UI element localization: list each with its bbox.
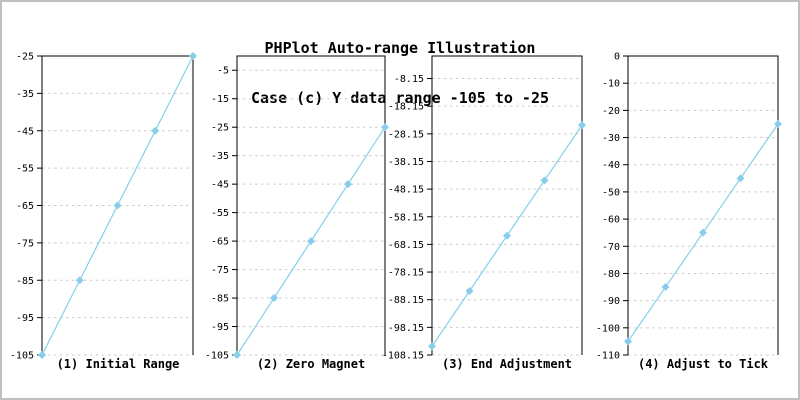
data-point-marker	[75, 276, 84, 285]
y-tick-label: -18.15	[388, 102, 424, 113]
data-point-marker	[699, 228, 707, 237]
plot-border	[41, 55, 194, 355]
y-tick-label: -98.15	[388, 323, 424, 334]
y-tick-label: -40	[602, 160, 620, 171]
y-tick-label: -55	[16, 164, 34, 175]
subplot-3: -8.15 -18.15 -28.15 -38.15 -48.15 -58.15 -68.1…	[382, 55, 586, 362]
plot-border	[236, 55, 386, 355]
data-point-marker	[661, 283, 670, 292]
data-point-marker	[503, 231, 511, 240]
subplot-4-caption: (4) Adjust to Tick	[637, 357, 769, 371]
y-tick-label: -45	[16, 126, 34, 137]
subplot-2: -5 -15 -25 -35 -45 -55 -65 -75 -85 -95 -105	[205, 55, 389, 362]
y-tick-label: -30	[602, 133, 620, 144]
subplot-1: -25 -35 -45 -55 -65 -75 -85 -95 -105	[10, 52, 197, 362]
data-point-marker	[233, 351, 241, 359]
y-tick-label: -80	[602, 269, 620, 280]
y-tick-label: -45	[211, 180, 229, 191]
data-point-marker	[578, 121, 586, 130]
data-point-marker	[151, 126, 160, 135]
data-point-marker	[736, 174, 745, 183]
y-tick-label: -65	[16, 201, 34, 212]
y-tick-label: -105	[10, 351, 34, 362]
y-tick-label: -10	[602, 79, 620, 90]
data-point-marker	[774, 119, 782, 128]
y-tick-label: 0	[614, 52, 620, 63]
y-tick-label: -70	[602, 242, 620, 253]
y-tick-label: -5	[217, 66, 229, 77]
y-tick-label: -85	[211, 294, 229, 305]
y-tick-label: -75	[211, 265, 229, 276]
y-tick-label: -8.15	[394, 74, 424, 85]
data-point-marker	[344, 180, 352, 189]
y-tick-label: -90	[602, 296, 620, 307]
subplot-1-caption: (1) Initial Range	[56, 357, 180, 371]
data-point-marker	[189, 52, 197, 60]
y-tick-label: -110	[596, 351, 620, 362]
y-tick-label: -88.15	[388, 295, 424, 306]
y-tick-label: -25	[211, 123, 229, 134]
y-tick-label: -35	[16, 89, 34, 100]
y-tick-label: -38.15	[388, 157, 424, 168]
chart-title-line-1: PHPlot Auto-range Illustration	[264, 39, 536, 57]
y-tick-label: -35	[211, 151, 229, 162]
subplot-4: 0 -10 -20 -30 -40 -50 -60 -70 -80 -90 -100 -110	[596, 52, 782, 362]
y-tick-label: -48.15	[388, 185, 424, 196]
y-tick-label: -100	[596, 323, 620, 334]
data-point-marker	[540, 176, 549, 185]
data-point-marker	[465, 286, 474, 295]
plot-border	[431, 55, 583, 355]
plot-border	[627, 55, 779, 355]
y-tick-label: -78.15	[388, 268, 424, 279]
y-tick-label: -28.15	[388, 129, 424, 140]
data-point-marker	[270, 294, 278, 303]
y-tick-label: -68.15	[388, 240, 424, 251]
data-point-marker	[381, 123, 389, 132]
data-point-marker	[624, 337, 632, 346]
y-tick-label: -25	[16, 52, 34, 63]
chart-title: PHPlot Auto-range Illustration Case (c) …	[2, 7, 798, 139]
y-tick-label: -105	[205, 351, 229, 362]
y-tick-label: -60	[602, 215, 620, 226]
data-point-marker	[113, 201, 122, 210]
chart-title-line-2: Case (c) Y data range -105 to -25	[250, 88, 549, 107]
subplot-3-caption: (3) End Adjustment	[441, 357, 573, 371]
y-tick-label: -20	[602, 106, 620, 117]
y-tick-label: -50	[602, 187, 620, 198]
y-tick-label: -65	[211, 237, 229, 248]
y-tick-label: -108.15	[382, 351, 424, 362]
y-tick-label: -95	[211, 322, 229, 333]
y-tick-label: -15	[211, 94, 229, 105]
y-tick-label: -75	[16, 238, 34, 249]
data-point-marker	[38, 351, 46, 359]
y-tick-label: -85	[16, 276, 34, 287]
y-tick-label: -95	[16, 313, 34, 324]
y-tick-label: -58.15	[388, 212, 424, 223]
subplot-2-caption: (2) Zero Magnet	[256, 357, 366, 371]
data-point-marker	[307, 237, 315, 246]
y-tick-label: -55	[211, 208, 229, 219]
data-point-marker	[428, 342, 436, 351]
